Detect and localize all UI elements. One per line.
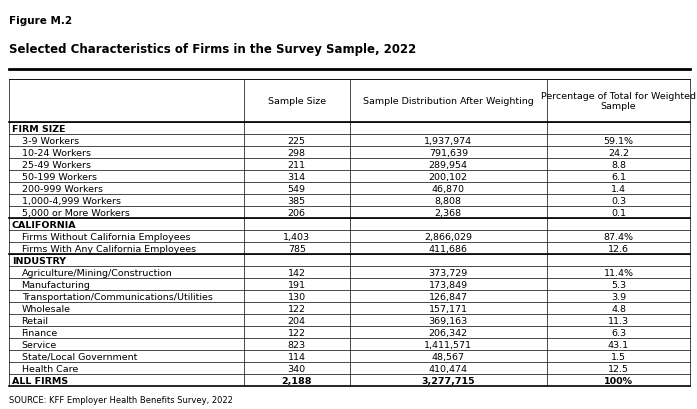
Text: 211: 211 — [288, 160, 306, 169]
Text: 200,102: 200,102 — [429, 172, 468, 181]
Text: 823: 823 — [288, 340, 306, 349]
Text: Sample Size: Sample Size — [268, 97, 325, 106]
Text: Finance: Finance — [22, 328, 58, 337]
Text: 157,171: 157,171 — [429, 304, 468, 313]
Text: 206: 206 — [288, 208, 306, 217]
Text: 10-24 Workers: 10-24 Workers — [22, 148, 91, 157]
Text: SOURCE: KFF Employer Health Benefits Survey, 2022: SOURCE: KFF Employer Health Benefits Sur… — [9, 395, 233, 404]
Text: Sample Distribution After Weighting: Sample Distribution After Weighting — [363, 97, 534, 106]
Text: 5,000 or More Workers: 5,000 or More Workers — [22, 208, 130, 217]
Text: 2,866,029: 2,866,029 — [424, 232, 473, 241]
Text: Transportation/Communications/Utilities: Transportation/Communications/Utilities — [22, 292, 213, 301]
Text: 410,474: 410,474 — [429, 364, 468, 373]
Text: 191: 191 — [288, 280, 306, 289]
Text: 122: 122 — [288, 304, 306, 313]
Text: 48,567: 48,567 — [431, 352, 465, 361]
Text: 100%: 100% — [604, 376, 633, 385]
Text: 12.5: 12.5 — [608, 364, 629, 373]
Text: 6.1: 6.1 — [611, 172, 626, 181]
Text: 411,686: 411,686 — [429, 244, 468, 253]
Text: 130: 130 — [288, 292, 306, 301]
Text: 1,937,974: 1,937,974 — [424, 136, 473, 145]
Text: 1,403: 1,403 — [283, 232, 310, 241]
Text: 3.9: 3.9 — [611, 292, 626, 301]
Text: 59.1%: 59.1% — [604, 136, 634, 145]
Text: Selected Characteristics of Firms in the Survey Sample, 2022: Selected Characteristics of Firms in the… — [9, 43, 416, 56]
Text: 340: 340 — [288, 364, 306, 373]
Text: 204: 204 — [288, 316, 306, 325]
Text: 43.1: 43.1 — [608, 340, 629, 349]
Text: 8.8: 8.8 — [611, 160, 626, 169]
Text: FIRM SIZE: FIRM SIZE — [12, 124, 66, 133]
Text: 126,847: 126,847 — [429, 292, 468, 301]
Text: ALL FIRMS: ALL FIRMS — [12, 376, 68, 385]
Text: Health Care: Health Care — [22, 364, 78, 373]
Text: 0.1: 0.1 — [611, 208, 626, 217]
Text: INDUSTRY: INDUSTRY — [12, 256, 66, 265]
Text: 24.2: 24.2 — [608, 148, 629, 157]
Text: Service: Service — [22, 340, 57, 349]
Text: CALIFORNIA: CALIFORNIA — [12, 220, 77, 229]
Text: 142: 142 — [288, 268, 306, 277]
Text: 11.3: 11.3 — [608, 316, 629, 325]
Text: 2,368: 2,368 — [435, 208, 462, 217]
Text: 225: 225 — [288, 136, 306, 145]
Text: Firms With Any California Employees: Firms With Any California Employees — [22, 244, 196, 253]
Text: 1.4: 1.4 — [611, 184, 626, 193]
Text: 785: 785 — [288, 244, 306, 253]
Text: 87.4%: 87.4% — [604, 232, 634, 241]
Text: 298: 298 — [288, 148, 306, 157]
Text: 3,277,715: 3,277,715 — [422, 376, 475, 385]
Text: 791,639: 791,639 — [429, 148, 468, 157]
Text: 3-9 Workers: 3-9 Workers — [22, 136, 79, 145]
Text: 385: 385 — [288, 196, 306, 205]
Text: 289,954: 289,954 — [429, 160, 468, 169]
Text: 12.6: 12.6 — [608, 244, 629, 253]
Text: 122: 122 — [288, 328, 306, 337]
Text: Retail: Retail — [22, 316, 49, 325]
Text: 1.5: 1.5 — [611, 352, 626, 361]
Text: 369,163: 369,163 — [429, 316, 468, 325]
Text: 11.4%: 11.4% — [604, 268, 634, 277]
Text: 46,870: 46,870 — [431, 184, 465, 193]
Text: 0.3: 0.3 — [611, 196, 626, 205]
Text: Firms Without California Employees: Firms Without California Employees — [22, 232, 190, 241]
Text: 2,188: 2,188 — [282, 376, 312, 385]
Text: 200-999 Workers: 200-999 Workers — [22, 184, 102, 193]
Text: 5.3: 5.3 — [611, 280, 626, 289]
Text: 50-199 Workers: 50-199 Workers — [22, 172, 97, 181]
Text: 549: 549 — [288, 184, 306, 193]
Text: 1,000-4,999 Workers: 1,000-4,999 Workers — [22, 196, 121, 205]
Text: 114: 114 — [288, 352, 306, 361]
Text: Manufacturing: Manufacturing — [22, 280, 91, 289]
Text: 1,411,571: 1,411,571 — [424, 340, 473, 349]
Text: 173,849: 173,849 — [429, 280, 468, 289]
Text: Percentage of Total for Weighted
Sample: Percentage of Total for Weighted Sample — [541, 92, 696, 111]
Text: 4.8: 4.8 — [611, 304, 626, 313]
Text: 373,729: 373,729 — [429, 268, 468, 277]
Text: Agriculture/Mining/Construction: Agriculture/Mining/Construction — [22, 268, 172, 277]
Text: Wholesale: Wholesale — [22, 304, 70, 313]
Text: 8,808: 8,808 — [435, 196, 462, 205]
Text: 314: 314 — [288, 172, 306, 181]
Text: 206,342: 206,342 — [429, 328, 468, 337]
Text: Figure M.2: Figure M.2 — [9, 16, 72, 26]
Text: 6.3: 6.3 — [611, 328, 626, 337]
Text: 25-49 Workers: 25-49 Workers — [22, 160, 91, 169]
Text: State/Local Government: State/Local Government — [22, 352, 137, 361]
